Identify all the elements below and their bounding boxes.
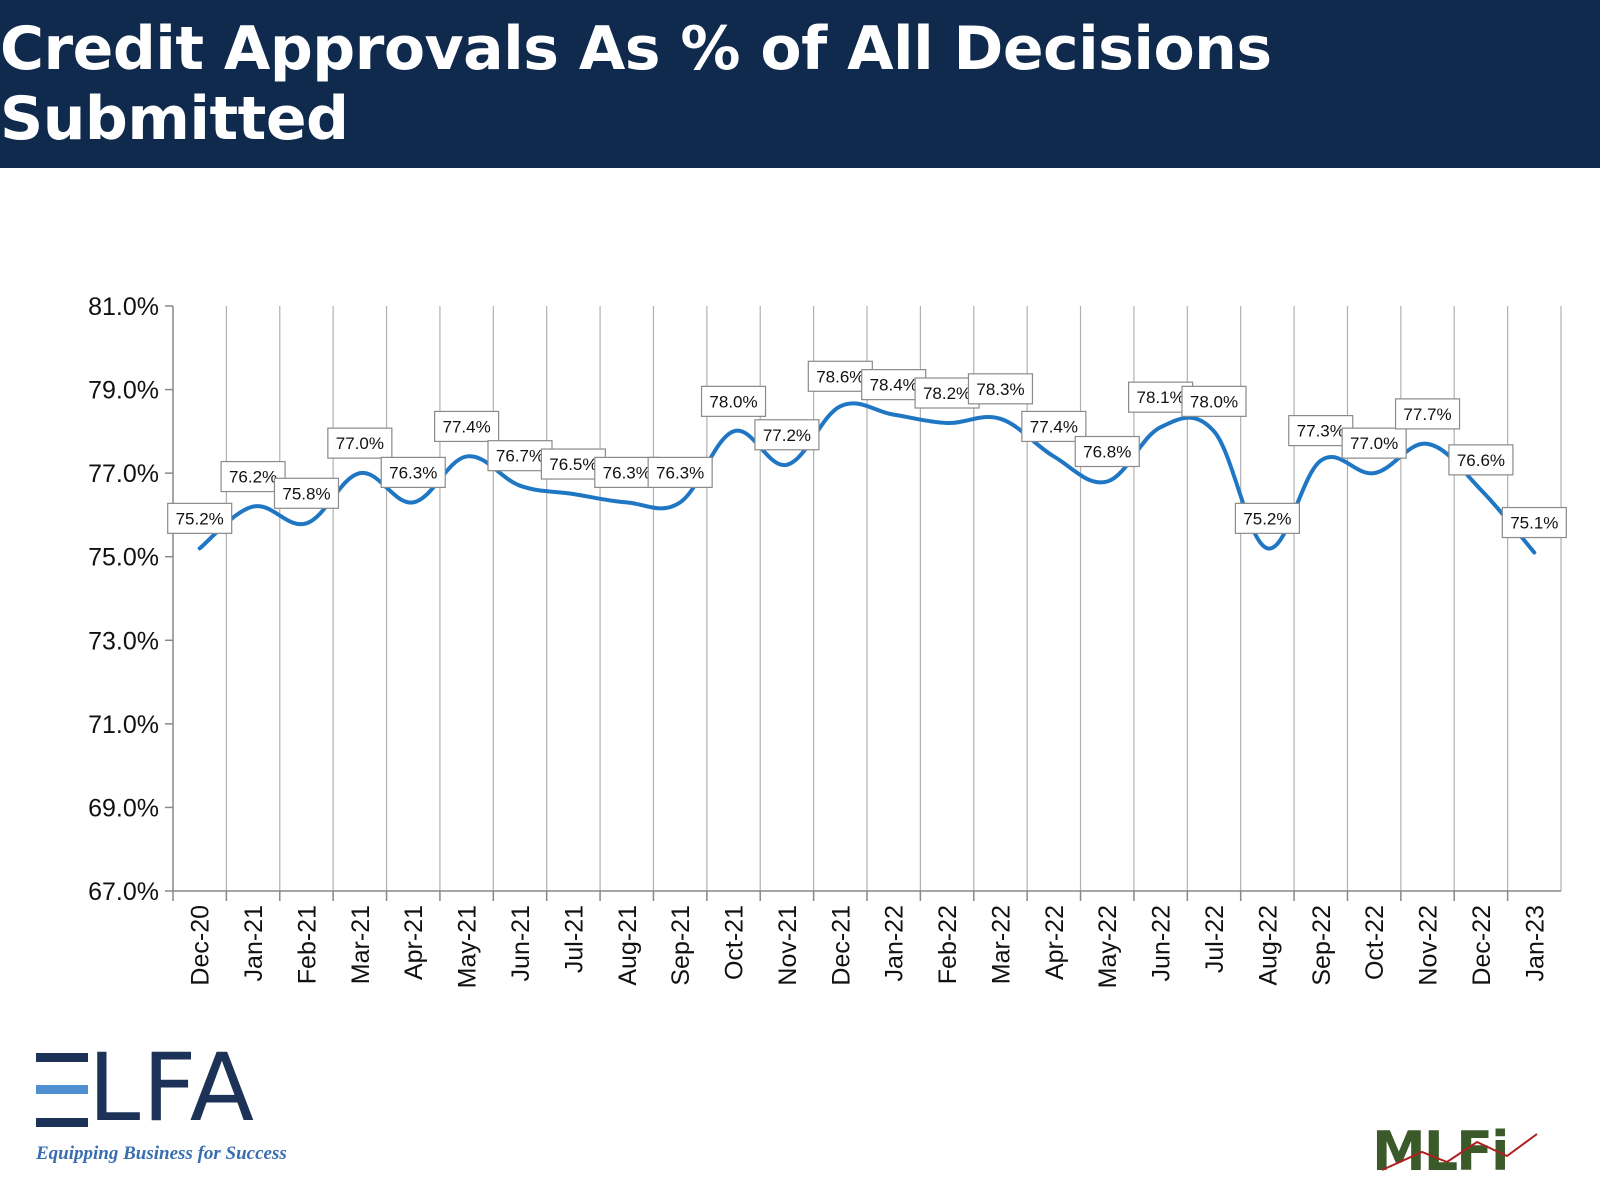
x-tick-label: Dec-20 bbox=[187, 905, 215, 986]
y-tick-label: 75.0% bbox=[88, 544, 159, 572]
elfa-logo: LFA Equipping Business for Success bbox=[36, 1042, 346, 1175]
x-tick-label: Jan-23 bbox=[1521, 905, 1549, 981]
line-chart: 67.0% 69.0% 71.0% 73.0% 75.0% 77.0% 79.0% 81.0%… bbox=[88, 293, 1567, 988]
data-label-box bbox=[167, 502, 233, 534]
data-label-box bbox=[1501, 506, 1567, 539]
data-label: 75.2% bbox=[176, 509, 224, 528]
mlfi-logo: MLFi bbox=[1372, 1122, 1562, 1182]
data-label-box bbox=[1234, 502, 1300, 534]
x-tick-label: Apr-21 bbox=[400, 905, 428, 980]
data-label: 75.2% bbox=[1243, 509, 1291, 528]
x-tick-label: Apr-22 bbox=[1041, 905, 1069, 980]
data-label: 78.4% bbox=[870, 376, 918, 395]
y-tick-label: 79.0% bbox=[88, 377, 159, 405]
x-tick-label: Nov-21 bbox=[774, 905, 802, 986]
x-tick-label: Aug-21 bbox=[614, 905, 642, 986]
data-label: 77.2% bbox=[763, 426, 811, 445]
x-tick-label: Sep-22 bbox=[1308, 905, 1336, 986]
y-tick-label: 67.0% bbox=[88, 878, 159, 906]
y-tick-label: 71.0% bbox=[88, 711, 159, 739]
mlfi-trend-line-icon bbox=[1381, 1133, 1538, 1171]
data-label: 78.3% bbox=[976, 380, 1024, 399]
data-label: 76.2% bbox=[229, 468, 277, 487]
x-tick-label: Feb-21 bbox=[293, 905, 321, 984]
elfa-tagline: Equipping Business for Success bbox=[36, 1143, 287, 1164]
x-tick-label: Jul-21 bbox=[560, 905, 588, 973]
data-label: 78.0% bbox=[1190, 392, 1238, 411]
data-label-box bbox=[380, 456, 446, 488]
x-tick-label: Nov-22 bbox=[1415, 905, 1443, 986]
data-label-box bbox=[754, 419, 820, 451]
x-tick-label: Jul-22 bbox=[1201, 905, 1229, 973]
y-tick-label: 77.0% bbox=[88, 460, 159, 488]
data-label: 76.3% bbox=[656, 463, 704, 482]
x-tick-label: Oct-21 bbox=[721, 905, 749, 980]
data-label: 77.4% bbox=[443, 417, 491, 436]
slide-title: Credit Approvals As % of All Decisions S… bbox=[0, 14, 1272, 154]
data-label: 76.6% bbox=[1457, 451, 1505, 470]
data-label: 76.5% bbox=[549, 455, 597, 474]
data-label: 76.8% bbox=[1083, 443, 1131, 462]
data-label-box bbox=[1341, 427, 1407, 459]
x-tick-label: Oct-22 bbox=[1361, 905, 1389, 980]
x-tick-label: May-22 bbox=[1094, 905, 1122, 988]
x-tick-label: Feb-22 bbox=[934, 905, 962, 984]
data-label: 76.7% bbox=[496, 447, 544, 466]
y-tick-label: 73.0% bbox=[88, 627, 159, 655]
x-tick-label: May-21 bbox=[454, 905, 482, 988]
data-label-box bbox=[327, 427, 393, 459]
x-tick-label: Jan-22 bbox=[881, 905, 909, 981]
x-tick-label: Jun-21 bbox=[507, 905, 535, 981]
data-label-box bbox=[967, 373, 1034, 405]
data-label: 76.3% bbox=[389, 463, 437, 482]
x-tick-label: Jun-22 bbox=[1148, 905, 1176, 981]
data-label: 77.3% bbox=[1297, 422, 1345, 441]
data-label-box bbox=[1074, 435, 1140, 468]
y-tick-label: 81.0% bbox=[88, 293, 159, 321]
data-label-box bbox=[1181, 385, 1247, 417]
data-label: 77.4% bbox=[1030, 417, 1078, 436]
x-tick-label: Dec-21 bbox=[827, 905, 855, 986]
data-label-box bbox=[647, 456, 713, 488]
data-label-box bbox=[434, 410, 500, 443]
data-label: 78.6% bbox=[816, 367, 864, 386]
data-label-box bbox=[700, 385, 767, 417]
data-label-box bbox=[1394, 398, 1461, 430]
data-label-box bbox=[273, 477, 340, 509]
x-tick-label: Dec-22 bbox=[1468, 905, 1496, 986]
data-label: 75.1% bbox=[1510, 514, 1558, 533]
data-label-box bbox=[1448, 444, 1514, 476]
elfa-wordmark: LFA bbox=[36, 1042, 336, 1136]
x-tick-label: Sep-21 bbox=[667, 905, 695, 986]
x-tick-label: Aug-22 bbox=[1254, 905, 1282, 986]
series-line bbox=[197, 401, 1537, 555]
data-label: 76.3% bbox=[603, 463, 651, 482]
slide-header: Credit Approvals As % of All Decisions S… bbox=[0, 0, 1600, 168]
data-label: 77.0% bbox=[1350, 434, 1398, 453]
x-tick-label: Jan-21 bbox=[240, 905, 268, 981]
elfa-e-mark-icon bbox=[36, 1053, 88, 1127]
data-label: 78.2% bbox=[923, 384, 971, 403]
data-label: 77.0% bbox=[336, 434, 384, 453]
data-label: 78.1% bbox=[1137, 388, 1185, 407]
data-label: 77.7% bbox=[1403, 405, 1451, 424]
data-label: 78.0% bbox=[709, 392, 757, 411]
y-tick-label: 69.0% bbox=[88, 794, 159, 822]
x-tick-label: Mar-21 bbox=[347, 905, 375, 984]
x-tick-label: Mar-22 bbox=[987, 905, 1015, 984]
data-label: 75.8% bbox=[282, 484, 330, 503]
